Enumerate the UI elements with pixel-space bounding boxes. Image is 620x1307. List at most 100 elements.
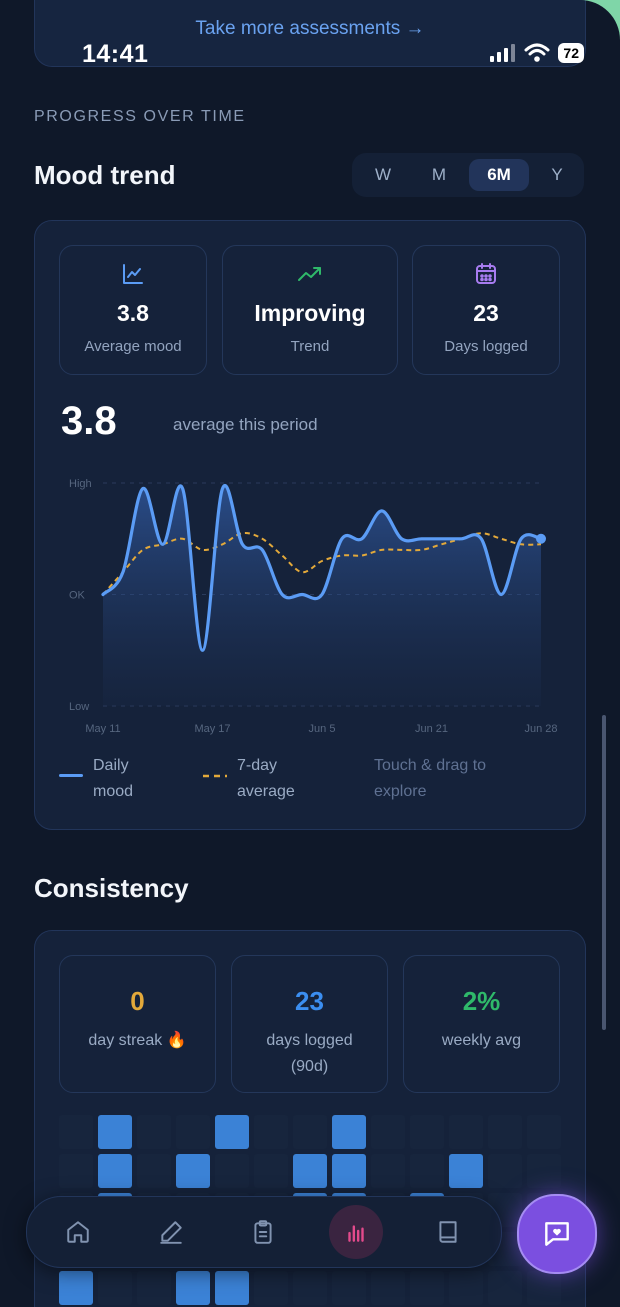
nav-journal[interactable] [144,1205,198,1259]
mood-chart[interactable]: High OK Low May 11 May 17 Jun 5 Jun 21 Jun 28 [35,461,583,741]
stat-value: 23 [295,986,324,1016]
status-time: 14:41 [82,40,149,68]
bottom-nav [26,1196,502,1268]
heatmap-cell [410,1115,444,1149]
data-point[interactable] [140,486,146,492]
data-point[interactable] [120,569,126,575]
range-w-button[interactable]: W [374,165,392,184]
stat-label: Days logged [444,338,528,355]
legend-average: 7-day average [203,753,295,805]
take-assessments-link[interactable]: Take more assessments → [195,18,425,39]
streak-stat: 0 day streak 🔥 [59,955,216,1093]
legend-daily: Daily mood [59,753,133,805]
heatmap-cell [293,1154,327,1188]
nav-assessments[interactable] [236,1205,290,1259]
heatmap-cell [137,1154,171,1188]
mood-card: 3.8 Average mood Improving Trend 23 Days… [34,220,586,830]
data-point[interactable] [259,547,265,553]
data-point[interactable] [339,536,345,542]
chart-hint: Touch & drag to explore [374,753,486,805]
data-point[interactable] [319,592,325,598]
stat-label: weekly avg [441,1032,522,1049]
nav-library[interactable] [421,1205,475,1259]
data-point[interactable] [518,536,524,542]
data-point[interactable] [498,592,504,598]
battery-indicator: 72 [558,43,584,63]
calendar-icon [476,263,496,284]
data-point[interactable] [239,541,245,547]
data-point[interactable] [478,536,484,542]
data-point[interactable] [379,508,385,514]
range-y-button[interactable]: Y [551,165,563,184]
scrollbar[interactable] [602,715,606,1030]
days-logged-stat: 23 days logged (90d) [231,955,388,1093]
mood-trend-title: Mood trend [34,160,176,190]
chat-heart-icon [545,1222,569,1246]
stat-trend: Improving Trend [222,245,398,375]
stat-label: days logged (90d) [266,1032,353,1075]
x-tick-label: Jun 5 [309,723,336,735]
data-point[interactable] [299,592,305,598]
insights-icon [348,1225,364,1242]
heatmap-cell [176,1115,210,1149]
seven-day-average-line [102,531,542,596]
assessments-icon [254,1220,272,1244]
data-point[interactable] [219,486,225,492]
range-6m-button[interactable]: 6M [469,159,529,191]
daily-mood-line [101,483,543,652]
stat-value: 2% [462,986,501,1016]
heatmap-cell [488,1115,522,1149]
legend-average-label: 7-day [237,757,278,774]
heatmap-cell [137,1271,171,1305]
heatmap-cell [254,1115,288,1149]
heatmap-cell [98,1115,132,1149]
data-point[interactable] [359,536,365,542]
y-tick-label: Low [69,701,89,713]
trending-up-icon [298,267,321,281]
heatmap-cell [59,1115,93,1149]
heatmap-cell [254,1154,288,1188]
latest-point[interactable] [536,533,546,544]
heatmap-cell [137,1115,171,1149]
data-point[interactable] [180,486,186,492]
assessments-banner[interactable]: Take more assessments → [34,0,586,67]
heatmap-cell [449,1271,483,1305]
data-point[interactable] [399,536,405,542]
x-tick-label: May 11 [85,723,120,735]
range-selector: W M 6M Y [352,153,584,197]
section-label: PROGRESS OVER TIME [34,108,246,125]
stat-average-mood: 3.8 Average mood [59,245,207,375]
heatmap-cell [293,1115,327,1149]
line-chart-icon [123,264,143,284]
x-tick-label: May 17 [194,723,230,735]
chart-hint-text: Touch & drag to [374,757,487,774]
heatmap-cell [215,1154,249,1188]
data-point[interactable] [438,536,444,542]
stat-days-logged: 23 Days logged [412,245,560,375]
chat-fab-button[interactable] [517,1194,597,1274]
heatmap-cell [332,1154,366,1188]
data-point[interactable] [419,536,425,542]
legend-daily-swatch [59,774,83,777]
weekly-avg-stat: 2% weekly avg [403,955,560,1093]
library-icon [439,1221,457,1243]
heatmap-cell [176,1271,210,1305]
range-m-button[interactable]: M [431,165,447,184]
x-tick-label: Jun 28 [524,723,557,735]
data-point[interactable] [100,592,106,598]
stat-value: Improving [254,300,366,326]
y-tick-label: High [69,478,92,490]
data-point[interactable] [458,536,464,542]
heatmap-cell [254,1271,288,1305]
nav-insights[interactable] [329,1205,383,1259]
data-point[interactable] [279,592,285,598]
heatmap-cell [410,1271,444,1305]
chart-hint-text: explore [374,783,427,800]
home-icon [67,1221,89,1243]
data-point[interactable] [160,541,166,547]
data-point[interactable] [200,647,206,653]
wifi-icon [524,43,550,62]
y-tick-label: OK [69,590,86,602]
nav-home[interactable] [51,1205,105,1259]
